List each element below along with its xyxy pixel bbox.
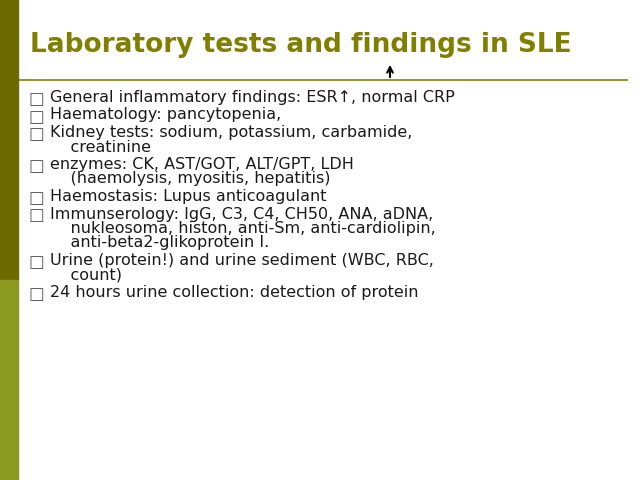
Text: Immunserology: IgG, C3, C4, CH50, ANA, aDNA,: Immunserology: IgG, C3, C4, CH50, ANA, a… (50, 206, 433, 221)
Text: □: □ (28, 125, 44, 143)
Text: Kidney tests: sodium, potassium, carbamide,: Kidney tests: sodium, potassium, carbami… (50, 125, 412, 140)
Text: 24 hours urine collection: detection of protein: 24 hours urine collection: detection of … (50, 285, 419, 300)
Text: count): count) (50, 267, 122, 283)
Text: creatinine: creatinine (50, 140, 151, 155)
Text: Haemostasis: Lupus anticoagulant: Haemostasis: Lupus anticoagulant (50, 189, 326, 204)
Bar (0, 280, 18, 480)
Text: □: □ (28, 90, 44, 108)
Text: □: □ (28, 108, 44, 125)
Text: □: □ (28, 253, 44, 271)
Text: Urine (protein!) and urine sediment (WBC, RBC,: Urine (protein!) and urine sediment (WBC… (50, 253, 434, 268)
Text: (haemolysis, myositis, hepatitis): (haemolysis, myositis, hepatitis) (50, 171, 330, 187)
Text: General inflammatory findings: ESR↑, normal CRP: General inflammatory findings: ESR↑, nor… (50, 90, 455, 105)
Text: Haematology: pancytopenia,: Haematology: pancytopenia, (50, 108, 281, 122)
Text: Laboratory tests and findings in SLE: Laboratory tests and findings in SLE (30, 32, 572, 58)
Text: enzymes: CK, AST/GOT, ALT/GPT, LDH: enzymes: CK, AST/GOT, ALT/GPT, LDH (50, 157, 354, 172)
Text: □: □ (28, 285, 44, 303)
Text: anti-beta2-glikoprotein I.: anti-beta2-glikoprotein I. (50, 236, 269, 251)
Text: □: □ (28, 189, 44, 207)
Bar (0, 0, 18, 280)
Text: □: □ (28, 206, 44, 225)
Text: □: □ (28, 157, 44, 175)
Text: nukleosoma, histon, anti-Sm, anti-cardiolipin,: nukleosoma, histon, anti-Sm, anti-cardio… (50, 221, 436, 236)
